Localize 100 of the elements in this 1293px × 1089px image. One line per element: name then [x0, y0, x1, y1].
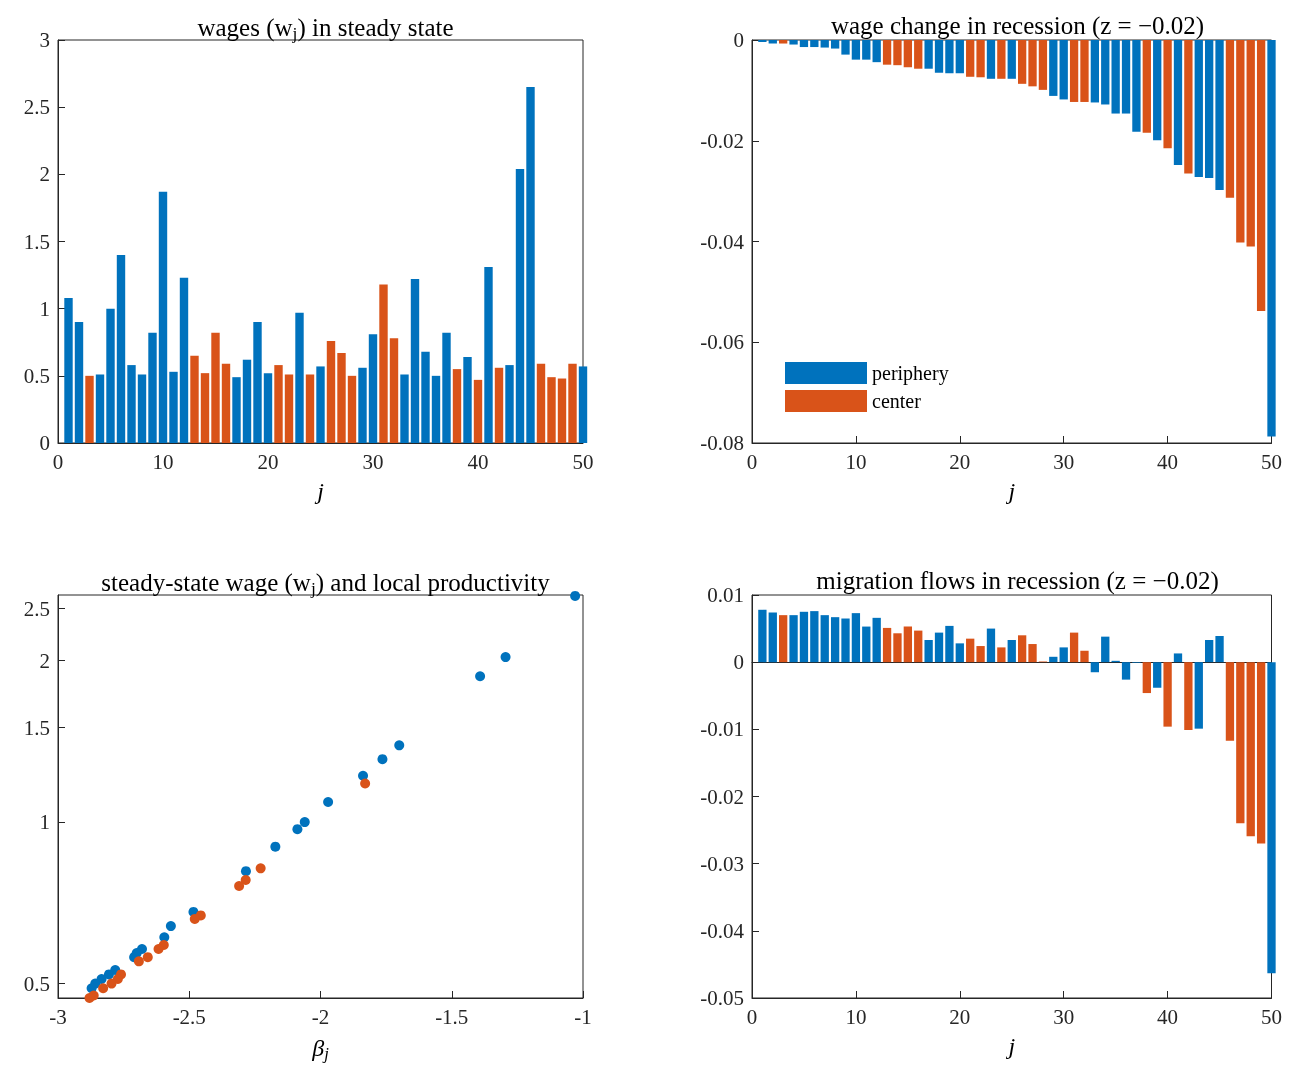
point — [240, 866, 251, 877]
point — [475, 671, 486, 682]
bar — [872, 617, 881, 663]
bar — [924, 640, 933, 663]
bar — [305, 374, 315, 443]
bar — [862, 626, 871, 663]
y-tick-label: 1 — [39, 810, 50, 835]
bar — [1121, 662, 1131, 680]
y-tick-label: 1 — [39, 296, 50, 321]
bar — [568, 363, 577, 443]
x-tick-label: 20 — [257, 449, 279, 474]
point — [394, 740, 405, 751]
x-tick-label: -1.5 — [435, 1004, 469, 1029]
bar — [851, 613, 861, 663]
bar — [1205, 640, 1214, 663]
bar — [1080, 650, 1089, 663]
bar — [463, 357, 472, 443]
bar — [116, 254, 126, 443]
bar — [557, 378, 567, 443]
bar — [253, 322, 262, 443]
y-tick-label: 2 — [39, 648, 50, 673]
bar — [1267, 662, 1276, 974]
chart-title: migration flows in recession (z = −0.02) — [816, 567, 1219, 595]
bar — [263, 373, 273, 443]
point — [270, 841, 281, 852]
bar — [1184, 662, 1193, 731]
bar — [1142, 662, 1151, 694]
point — [292, 824, 303, 835]
x-tick-label: 30 — [1053, 449, 1075, 474]
bar — [526, 87, 535, 443]
y-tick-label: -0.02 — [700, 128, 744, 153]
bar — [442, 332, 451, 443]
point — [234, 881, 245, 892]
bar — [316, 366, 325, 443]
bar — [789, 615, 798, 663]
point — [165, 921, 176, 932]
bar — [190, 355, 199, 443]
y-tick-label: 2.5 — [23, 596, 50, 621]
y-tick-label: -0.02 — [700, 784, 744, 809]
x-tick-label: 40 — [467, 449, 489, 474]
bar — [578, 366, 588, 443]
x-tick-label: 50 — [1261, 449, 1282, 474]
x-tick-label: -2 — [311, 1004, 330, 1029]
point — [570, 590, 581, 601]
bar — [779, 615, 788, 663]
bar — [169, 371, 178, 443]
y-tick-label: -0.04 — [700, 229, 745, 254]
x-tick-label: 10 — [845, 449, 867, 474]
y-tick-label: -0.05 — [700, 986, 744, 1010]
point — [255, 863, 266, 874]
x-tick-label: 20 — [949, 449, 971, 474]
bar — [400, 374, 409, 443]
bar — [232, 377, 241, 443]
bar — [1163, 662, 1172, 727]
point — [189, 913, 200, 924]
point — [98, 983, 109, 994]
y-tick-label: 3 — [39, 28, 50, 52]
y-tick-label: -0.01 — [700, 717, 744, 742]
bar — [768, 612, 777, 663]
x-tick-label: 10 — [845, 1004, 867, 1029]
point — [377, 754, 388, 765]
bar — [211, 332, 220, 443]
bar — [1256, 662, 1266, 844]
point — [360, 778, 371, 789]
bar — [74, 322, 84, 443]
bar — [158, 191, 168, 443]
bar — [200, 373, 210, 443]
bar — [1194, 662, 1203, 729]
bar — [997, 647, 1006, 663]
point — [500, 652, 511, 663]
chart-title: wage change in recession (z = −0.02) — [830, 12, 1205, 40]
bar — [95, 374, 105, 443]
point — [106, 978, 117, 989]
bar — [986, 628, 996, 663]
bar — [389, 338, 399, 443]
bar — [820, 615, 829, 663]
bar — [799, 611, 809, 663]
bar — [106, 308, 115, 443]
bar — [515, 168, 525, 443]
bar — [830, 617, 840, 663]
y-tick-label: -0.03 — [700, 851, 744, 876]
bar — [1236, 662, 1245, 824]
bar — [410, 279, 420, 443]
bar — [1153, 662, 1162, 688]
y-tick-label: 0 — [733, 650, 744, 675]
bar — [1173, 653, 1183, 663]
bar — [1101, 636, 1110, 663]
bar — [295, 312, 304, 443]
bar — [505, 365, 514, 443]
bar — [484, 267, 493, 443]
bar — [934, 632, 944, 663]
bar — [903, 626, 913, 663]
x-tick-label: 30 — [362, 449, 384, 474]
bar — [221, 363, 231, 443]
x-tick-label: -1 — [574, 1004, 592, 1029]
bar — [1007, 640, 1016, 663]
bar — [452, 369, 462, 443]
bar — [137, 374, 147, 443]
bar — [810, 611, 819, 663]
bar — [547, 377, 556, 443]
